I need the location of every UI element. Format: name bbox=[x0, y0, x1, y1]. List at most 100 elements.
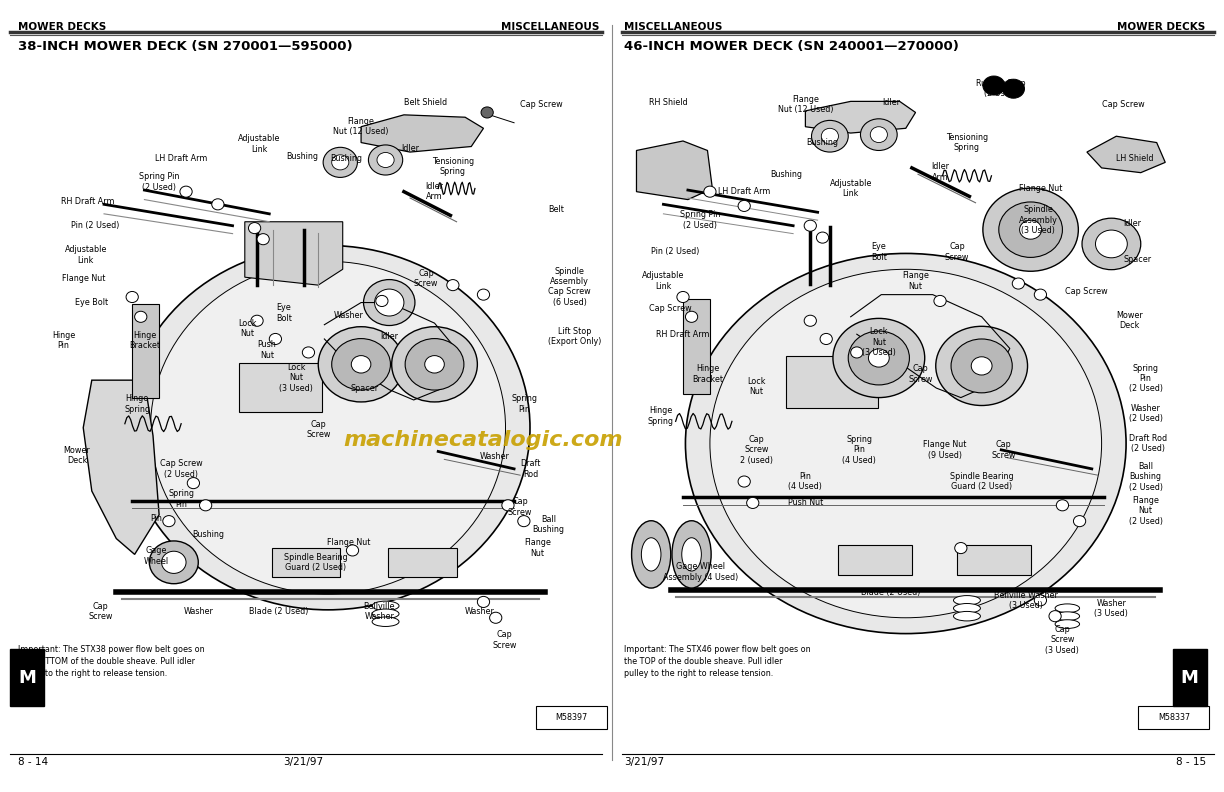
Text: 46-INCH MOWER DECK (SN 240001—270000): 46-INCH MOWER DECK (SN 240001—270000) bbox=[624, 40, 960, 52]
Text: Blade (2 Used): Blade (2 Used) bbox=[862, 588, 920, 597]
Text: Cap
Screw: Cap Screw bbox=[492, 630, 517, 649]
Ellipse shape bbox=[953, 604, 980, 613]
Text: 38-INCH MOWER DECK (SN 270001—595000): 38-INCH MOWER DECK (SN 270001—595000) bbox=[18, 40, 353, 52]
Text: Spring
Pin: Spring Pin bbox=[512, 394, 537, 413]
Ellipse shape bbox=[212, 199, 224, 210]
Ellipse shape bbox=[126, 246, 530, 610]
Bar bbox=[239, 363, 322, 412]
Ellipse shape bbox=[425, 356, 444, 373]
Ellipse shape bbox=[149, 541, 198, 584]
Bar bbox=[132, 304, 159, 398]
Text: 8 - 14: 8 - 14 bbox=[18, 757, 49, 767]
Ellipse shape bbox=[1034, 595, 1047, 606]
Text: Idler
Arm: Idler Arm bbox=[426, 182, 443, 201]
Ellipse shape bbox=[490, 612, 502, 623]
Bar bbox=[786, 356, 878, 408]
Ellipse shape bbox=[983, 76, 1005, 95]
Text: Spindle
Assembly
(3 Used): Spindle Assembly (3 Used) bbox=[1018, 205, 1058, 235]
Ellipse shape bbox=[934, 295, 946, 307]
Ellipse shape bbox=[332, 338, 390, 390]
Text: Idler: Idler bbox=[1124, 219, 1142, 228]
Text: M: M bbox=[18, 669, 35, 687]
Text: Bushing: Bushing bbox=[286, 151, 318, 161]
Ellipse shape bbox=[821, 128, 838, 144]
Ellipse shape bbox=[672, 521, 711, 588]
Ellipse shape bbox=[870, 127, 887, 143]
Ellipse shape bbox=[1002, 79, 1024, 98]
Text: Belt: Belt bbox=[548, 205, 564, 215]
Text: Bushing: Bushing bbox=[807, 138, 838, 147]
Text: Push
Nut: Push Nut bbox=[257, 341, 277, 360]
Text: MOWER DECKS: MOWER DECKS bbox=[18, 22, 106, 32]
Ellipse shape bbox=[392, 326, 477, 402]
Ellipse shape bbox=[999, 202, 1062, 257]
Ellipse shape bbox=[804, 220, 816, 231]
Text: Spindle Bearing
Guard (2 Used): Spindle Bearing Guard (2 Used) bbox=[284, 553, 348, 572]
Text: Eye Bolt: Eye Bolt bbox=[75, 298, 109, 307]
Bar bbox=[957, 545, 1031, 575]
Text: Washer
(2 Used): Washer (2 Used) bbox=[1129, 404, 1163, 423]
Text: Cap
Screw: Cap Screw bbox=[414, 269, 438, 288]
Text: Cap Screw: Cap Screw bbox=[1102, 100, 1144, 109]
Text: Bushing: Bushing bbox=[192, 530, 224, 539]
Text: Washer: Washer bbox=[334, 310, 364, 320]
Text: Draft
Rod: Draft Rod bbox=[520, 459, 541, 478]
Ellipse shape bbox=[738, 476, 750, 487]
Text: RH Draft Arm: RH Draft Arm bbox=[61, 197, 115, 207]
Text: Hinge
Spring: Hinge Spring bbox=[647, 406, 674, 425]
Text: Ball
Bushing: Ball Bushing bbox=[532, 515, 564, 534]
Text: Lock
Nut: Lock Nut bbox=[747, 377, 766, 396]
Ellipse shape bbox=[1073, 516, 1086, 527]
Ellipse shape bbox=[820, 333, 832, 345]
Ellipse shape bbox=[816, 232, 829, 243]
Ellipse shape bbox=[812, 120, 848, 152]
Bar bbox=[10, 649, 44, 706]
Ellipse shape bbox=[477, 596, 490, 607]
Ellipse shape bbox=[376, 295, 388, 307]
Ellipse shape bbox=[372, 617, 399, 626]
Text: Lock
Nut
(3 Used): Lock Nut (3 Used) bbox=[279, 363, 313, 393]
Text: Hinge
Pin: Hinge Pin bbox=[53, 331, 75, 350]
Text: Washer: Washer bbox=[184, 607, 213, 616]
Ellipse shape bbox=[860, 119, 897, 150]
Text: Flange Nut: Flange Nut bbox=[327, 538, 371, 547]
Bar bbox=[683, 299, 710, 394]
Text: Adjustable
Link: Adjustable Link bbox=[643, 272, 684, 291]
Ellipse shape bbox=[405, 338, 464, 390]
Ellipse shape bbox=[1020, 220, 1042, 239]
Text: Spacer: Spacer bbox=[1124, 255, 1152, 265]
Text: Tensioning
Spring: Tensioning Spring bbox=[946, 133, 988, 152]
Text: Flange
Nut (12 Used): Flange Nut (12 Used) bbox=[333, 117, 389, 136]
Text: Spring
Pin
(2 Used): Spring Pin (2 Used) bbox=[1129, 364, 1163, 394]
Text: Pin: Pin bbox=[151, 514, 163, 524]
Ellipse shape bbox=[269, 333, 282, 345]
Text: MISCELLANEOUS: MISCELLANEOUS bbox=[502, 22, 600, 32]
Text: Cap
Screw: Cap Screw bbox=[945, 242, 969, 261]
Ellipse shape bbox=[1055, 611, 1080, 621]
Text: 3/21/97: 3/21/97 bbox=[624, 757, 665, 767]
Text: Idler
Arm: Idler Arm bbox=[931, 162, 949, 181]
Ellipse shape bbox=[346, 545, 359, 556]
Ellipse shape bbox=[126, 291, 138, 303]
Ellipse shape bbox=[323, 147, 357, 177]
Ellipse shape bbox=[851, 347, 863, 358]
Text: Pin
(4 Used): Pin (4 Used) bbox=[788, 472, 823, 491]
Text: Cap Screw: Cap Screw bbox=[520, 100, 563, 109]
Ellipse shape bbox=[163, 516, 175, 527]
Ellipse shape bbox=[481, 107, 493, 118]
Text: Important: The STX38 power flow belt goes on
the BOTTOM of the double sheave. Pu: Important: The STX38 power flow belt goe… bbox=[18, 645, 204, 678]
Text: Washer: Washer bbox=[480, 452, 509, 462]
Ellipse shape bbox=[351, 356, 371, 373]
Ellipse shape bbox=[983, 188, 1078, 271]
Text: Spring
Pin: Spring Pin bbox=[168, 489, 195, 508]
Text: Bellville
Washer: Bellville Washer bbox=[364, 602, 395, 621]
Ellipse shape bbox=[704, 186, 716, 197]
Text: Spindle
Assembly
Cap Screw
(6 Used): Spindle Assembly Cap Screw (6 Used) bbox=[548, 267, 591, 307]
Ellipse shape bbox=[502, 500, 514, 511]
Ellipse shape bbox=[518, 516, 530, 527]
Ellipse shape bbox=[1034, 289, 1047, 300]
Ellipse shape bbox=[135, 311, 147, 322]
Text: Cap
Screw
(3 Used): Cap Screw (3 Used) bbox=[1045, 625, 1080, 655]
Text: Bellville Washer
(3 Used): Bellville Washer (3 Used) bbox=[994, 591, 1058, 610]
Text: Cap Screw: Cap Screw bbox=[649, 304, 692, 314]
